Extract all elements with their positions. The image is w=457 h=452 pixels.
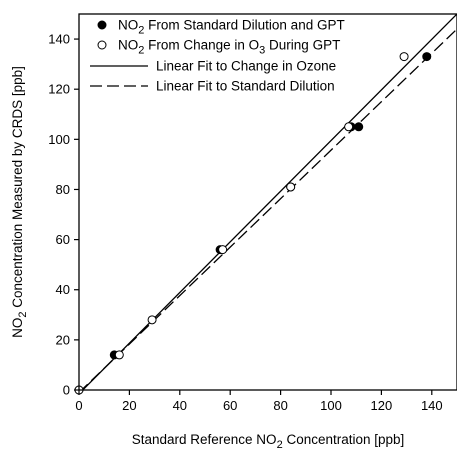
x-tick-label: 20 <box>122 398 136 413</box>
legend: NO2 From Standard Dilution and GPT NO2 F… <box>90 18 345 94</box>
point-standard-dilution <box>422 52 432 62</box>
x-tick-label: 100 <box>320 398 342 413</box>
point-standard-dilution <box>354 122 364 132</box>
y-tick-label: 20 <box>56 332 70 347</box>
y-axis-ticks: 0 20 40 60 80 100 120 140 <box>48 32 79 398</box>
x-tick-label: 60 <box>223 398 237 413</box>
y-tick-label: 40 <box>56 282 70 297</box>
legend-entry-fit-ozone: Linear Fit to Change in Ozone <box>90 59 336 74</box>
fit-lines <box>80 14 457 390</box>
point-change-in-ozone <box>344 122 354 132</box>
y-tick-label: 120 <box>48 82 70 97</box>
legend-entry-fit-dilution: Linear Fit to Standard Dilution <box>90 79 335 94</box>
legend-label-fit-ozone: Linear Fit to Change in Ozone <box>156 59 336 74</box>
legend-label-standard-dilution: NO2 From Standard Dilution and GPT <box>118 18 345 37</box>
y-tick-label: 100 <box>48 132 70 147</box>
x-tick-label: 80 <box>273 398 287 413</box>
fit-line-standard-dilution <box>80 28 457 390</box>
legend-label-fit-dilution: Linear Fit to Standard Dilution <box>156 79 335 94</box>
x-tick-label: 0 <box>75 398 82 413</box>
point-change-in-ozone <box>147 315 157 325</box>
y-tick-label: 80 <box>56 182 70 197</box>
plot-frame <box>78 13 457 391</box>
legend-entry-change-in-ozone-points: NO2 From Change in O3 During GPT <box>97 38 340 57</box>
y-tick-label: 60 <box>56 232 70 247</box>
y-axis-label: NO2 Concentration Measured by CRDS [ppb] <box>10 66 29 338</box>
fit-line-change-in-ozone <box>81 14 457 390</box>
point-change-in-ozone <box>286 182 296 192</box>
legend-label-change-in-ozone-points: NO2 From Change in O3 During GPT <box>118 38 340 57</box>
data-points <box>74 52 432 395</box>
legend-marker-filled-circle <box>97 20 107 30</box>
legend-entry-standard-dilution: NO2 From Standard Dilution and GPT <box>97 18 345 37</box>
y-tick-label: 140 <box>48 32 70 47</box>
x-axis-ticks: 0 20 40 60 80 100 120 140 <box>75 390 443 413</box>
point-change-in-ozone <box>399 52 409 62</box>
legend-marker-open-circle <box>97 40 107 50</box>
point-change-in-ozone <box>218 245 228 255</box>
x-tick-label: 40 <box>173 398 187 413</box>
point-change-in-ozone <box>114 350 124 360</box>
y-tick-label: 0 <box>63 383 70 398</box>
x-tick-label: 140 <box>421 398 443 413</box>
x-tick-label: 120 <box>371 398 393 413</box>
x-axis-label: Standard Reference NO2 Concentration [pp… <box>132 432 405 451</box>
